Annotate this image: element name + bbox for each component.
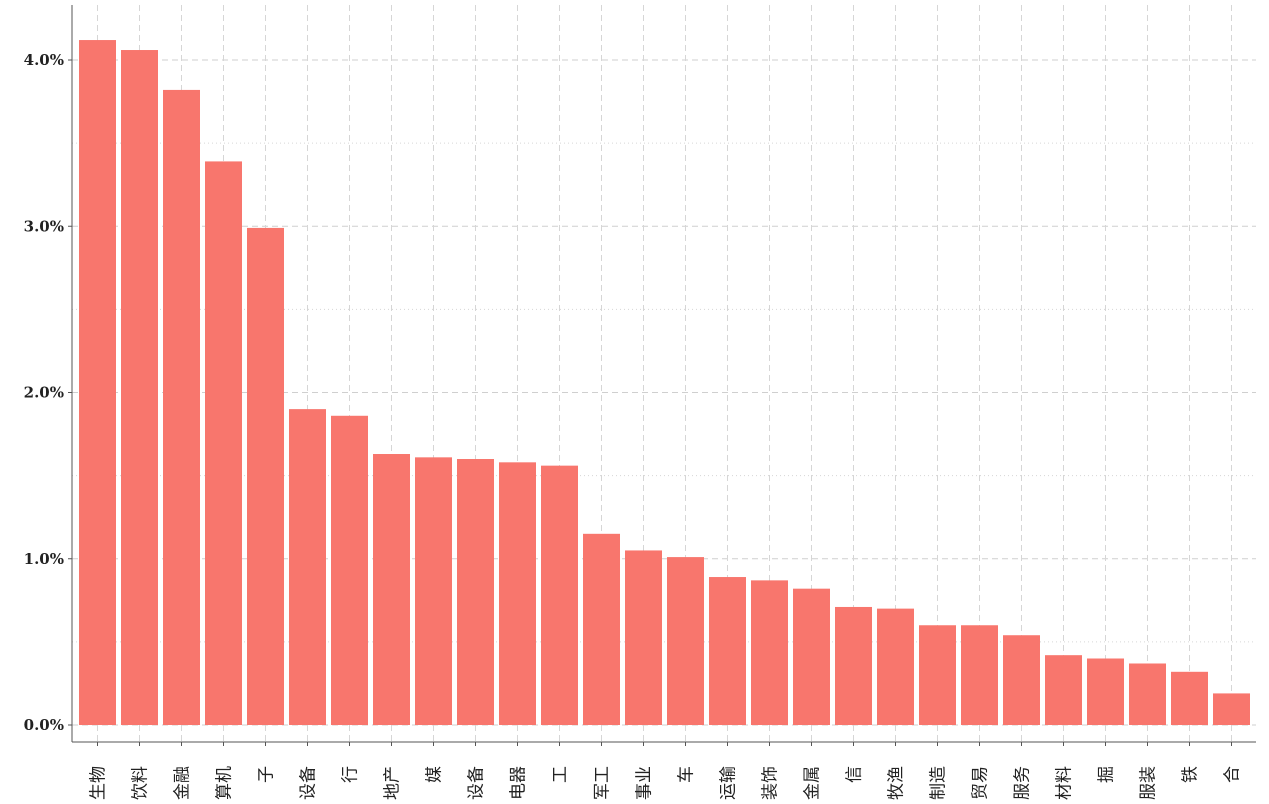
bar-layer [79, 40, 1250, 726]
bar [205, 161, 242, 726]
x-category-label: 服装 [1139, 766, 1159, 800]
x-category-label: 合 [1223, 766, 1243, 783]
bar [247, 227, 284, 725]
bar [919, 625, 956, 725]
bar [877, 608, 914, 725]
bar [79, 40, 116, 726]
x-category-label: 算机 [215, 766, 235, 800]
y-tick-label: 3.0% [24, 217, 64, 235]
x-category-label: 媒 [425, 766, 445, 783]
x-category-label: 行 [341, 766, 361, 783]
bar [499, 462, 536, 725]
x-category-label: 信 [845, 766, 865, 783]
x-category-label: 工 [551, 766, 571, 783]
x-category-label: 车 [677, 766, 697, 783]
bar [583, 533, 620, 725]
bar [1213, 693, 1250, 725]
y-tick-label: 1.0% [24, 550, 64, 568]
bar [1003, 635, 1040, 725]
x-category-label: 服务 [1013, 766, 1033, 800]
x-category-label: 金属 [803, 766, 823, 800]
bar [751, 580, 788, 725]
bar [373, 454, 410, 725]
bar [289, 409, 326, 725]
bar [709, 577, 746, 725]
x-category-label: 设备 [299, 766, 319, 800]
x-category-label: 制造 [929, 766, 949, 800]
y-tick-label: 4.0% [24, 51, 64, 69]
y-tick-label: 2.0% [24, 384, 64, 402]
bar [541, 465, 578, 725]
bar [1171, 671, 1208, 725]
x-category-label: 运输 [719, 766, 739, 800]
x-category-label: 军工 [593, 766, 613, 800]
x-category-label: 饮料 [131, 766, 151, 800]
x-category-label: 掘 [1097, 766, 1117, 783]
bar [625, 550, 662, 725]
x-category-label: 电器 [509, 766, 529, 800]
x-category-label: 材料 [1055, 766, 1075, 800]
bar [793, 588, 830, 725]
x-category-label: 生物 [89, 766, 109, 800]
axis-layer: 0.0% 1.0% 2.0% 3.0% 4.0% [24, 5, 1256, 746]
x-category-label: 贸易 [971, 766, 991, 800]
bar [835, 606, 872, 725]
bar [415, 457, 452, 725]
x-category-label: 装饰 [761, 766, 781, 800]
bar [961, 625, 998, 725]
bar [1087, 658, 1124, 725]
label-layer: 生物 饮料 金融 算机子设备行地产媒设备 电器工军工 事业车运输 装饰 金属信牧渔 制造 贸易 服务… [89, 766, 1243, 800]
bar [1129, 663, 1166, 725]
x-category-label: 地产 [383, 766, 403, 800]
bar [1045, 655, 1082, 725]
y-tick-label: 0.0% [24, 716, 64, 734]
bar [163, 89, 200, 726]
bar [121, 50, 158, 725]
x-category-label: 牧渔 [887, 766, 907, 800]
x-category-label: 铁 [1181, 766, 1201, 783]
x-category-label: 金融 [173, 766, 193, 800]
bar [457, 459, 494, 725]
bar [331, 415, 368, 725]
x-category-label: 事业 [635, 766, 655, 800]
x-category-label: 子 [257, 766, 277, 783]
x-category-label: 设备 [467, 766, 487, 800]
bar [667, 557, 704, 725]
